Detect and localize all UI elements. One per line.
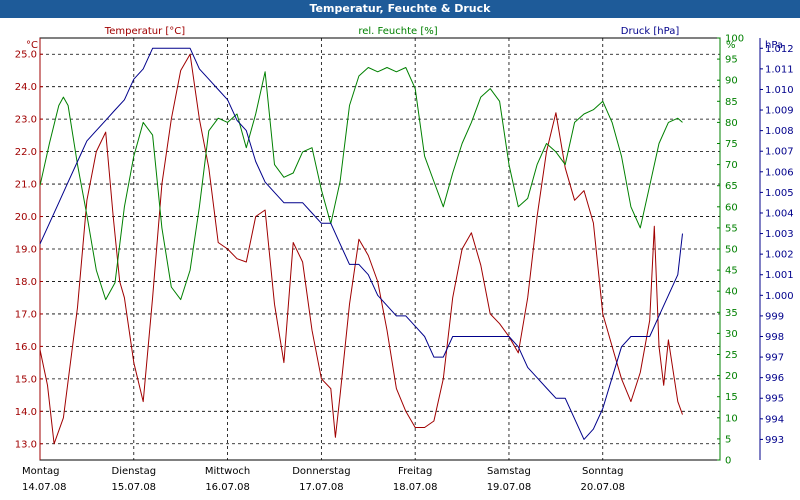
pressure-tick-label-8: 1.001 — [765, 270, 794, 281]
humidity-axis-title: rel. Feuchte [%] — [358, 26, 437, 37]
temperature-tick-label-3: 16.0 — [15, 342, 37, 353]
x-date-label-2: 16.07.08 — [205, 482, 250, 493]
pressure-tick-label-5: 998 — [765, 332, 784, 343]
climate-chart: Temperatur [°C] rel. Feuchte [%] Druck [… — [0, 18, 800, 500]
humidity-tick-label-3: 15 — [725, 392, 738, 403]
pressure-tick-label-6: 999 — [765, 311, 784, 322]
x-day-label-0: Montag — [22, 466, 59, 477]
pressure-tick-label-12: 1.005 — [765, 188, 794, 199]
temperature-tick-label-1: 14.0 — [15, 407, 37, 418]
pressure-tick-label-1: 994 — [765, 414, 784, 425]
humidity-tick-label-14: 70 — [725, 160, 738, 171]
temperature-tick-label-9: 22.0 — [15, 147, 37, 158]
pressure-axis-title: Druck [hPa] — [621, 26, 680, 37]
pressure-tick-label-18: 1.011 — [765, 64, 794, 75]
pressure-tick-label-10: 1.003 — [765, 229, 794, 240]
humidity-tick-label-9: 45 — [725, 266, 738, 277]
series-line-temperature — [39, 53, 683, 445]
humidity-tick-label-8: 40 — [725, 287, 738, 298]
temperature-tick-label-10: 23.0 — [15, 115, 37, 126]
pressure-tick-label-0: 993 — [765, 435, 784, 446]
humidity-tick-label-18: 90 — [725, 76, 738, 87]
pressure-tick-labels: 993 994 995 996 997 998 999 1.000 1.001 1.002 1.00… — [760, 44, 794, 446]
pressure-tick-label-9: 1.002 — [765, 250, 794, 261]
x-date-label-3: 17.07.08 — [299, 482, 344, 493]
window-title: Temperatur, Feuchte & Druck — [0, 0, 800, 18]
humidity-unit-label: % — [726, 40, 736, 51]
humidity-tick-label-0: 0 — [725, 456, 731, 467]
pressure-tick-label-15: 1.008 — [765, 126, 794, 137]
temperature-tick-label-12: 25.0 — [15, 50, 37, 61]
humidity-tick-label-11: 55 — [725, 223, 738, 234]
humidity-tick-label-10: 50 — [725, 245, 738, 256]
pressure-tick-label-4: 997 — [765, 353, 784, 364]
pressure-tick-label-14: 1.007 — [765, 147, 794, 158]
temperature-tick-label-5: 18.0 — [15, 277, 37, 288]
pressure-tick-label-7: 1.000 — [765, 291, 794, 302]
humidity-tick-label-12: 60 — [725, 202, 738, 213]
pressure-unit-label: hPa — [765, 40, 783, 51]
pressure-tick-label-13: 1.006 — [765, 167, 794, 178]
x-day-label-5: Samstag — [487, 466, 531, 477]
humidity-tick-label-17: 85 — [725, 97, 738, 108]
humidity-tick-label-20: 100 — [725, 34, 744, 45]
x-day-label-4: Freitag — [398, 466, 432, 477]
x-day-label-6: Sonntag — [582, 466, 624, 477]
pressure-tick-label-2: 995 — [765, 394, 784, 405]
series-layer — [39, 47, 683, 445]
series-line-pressure — [39, 47, 683, 440]
humidity-tick-label-1: 5 — [725, 434, 731, 445]
humidity-tick-label-13: 65 — [725, 181, 738, 192]
humidity-tick-labels: 0 5 10 15 20 25 30 35 40 45 50 55 60 65 70 75 80 85 90 95 10… — [717, 34, 744, 467]
x-date-label-1: 15.07.08 — [112, 482, 157, 493]
pressure-tick-label-3: 996 — [765, 373, 784, 384]
temperature-axis-title: Temperatur [°C] — [104, 26, 185, 37]
temperature-tick-label-8: 21.0 — [15, 180, 37, 191]
chart-background — [0, 18, 800, 500]
x-day-label-1: Dienstag — [112, 466, 157, 477]
pressure-tick-label-19: 1.012 — [765, 44, 794, 55]
x-date-label-5: 19.07.08 — [487, 482, 532, 493]
temperature-tick-label-4: 17.0 — [15, 309, 37, 320]
humidity-tick-label-2: 10 — [725, 413, 738, 424]
temperature-tick-label-0: 13.0 — [15, 439, 37, 450]
humidity-tick-label-4: 20 — [725, 371, 738, 382]
temperature-tick-label-6: 19.0 — [15, 245, 37, 256]
x-date-label-6: 20.07.08 — [580, 482, 625, 493]
humidity-tick-label-5: 25 — [725, 350, 738, 361]
x-day-label-3: Donnerstag — [292, 466, 350, 477]
humidity-tick-label-16: 80 — [725, 118, 738, 129]
humidity-tick-label-19: 95 — [725, 55, 738, 66]
pressure-tick-label-16: 1.009 — [765, 106, 794, 117]
x-date-label-4: 18.07.08 — [393, 482, 438, 493]
humidity-tick-label-6: 30 — [725, 329, 738, 340]
date-axis-labels: Montag 14.07.08 Dienstag 15.07.08 Mittwoch 16… — [22, 466, 625, 493]
temperature-tick-label-11: 24.0 — [15, 82, 37, 93]
humidity-tick-label-15: 75 — [725, 139, 738, 150]
x-day-label-2: Mittwoch — [205, 466, 250, 477]
horizontal-gridlines — [40, 53, 720, 445]
series-line-humidity — [39, 67, 683, 301]
x-date-label-0: 14.07.08 — [22, 482, 67, 493]
pressure-tick-label-17: 1.010 — [765, 85, 794, 96]
temperature-tick-labels: 13.0 14.0 15.0 16.0 17.0 18.0 19.0 20.0 21.0 22.0… — [15, 50, 43, 450]
pressure-tick-label-11: 1.004 — [765, 208, 794, 219]
temperature-tick-label-2: 15.0 — [15, 374, 37, 385]
humidity-tick-label-7: 35 — [725, 308, 738, 319]
temperature-tick-label-7: 20.0 — [15, 212, 37, 223]
temperature-unit-label: °C — [26, 40, 38, 51]
